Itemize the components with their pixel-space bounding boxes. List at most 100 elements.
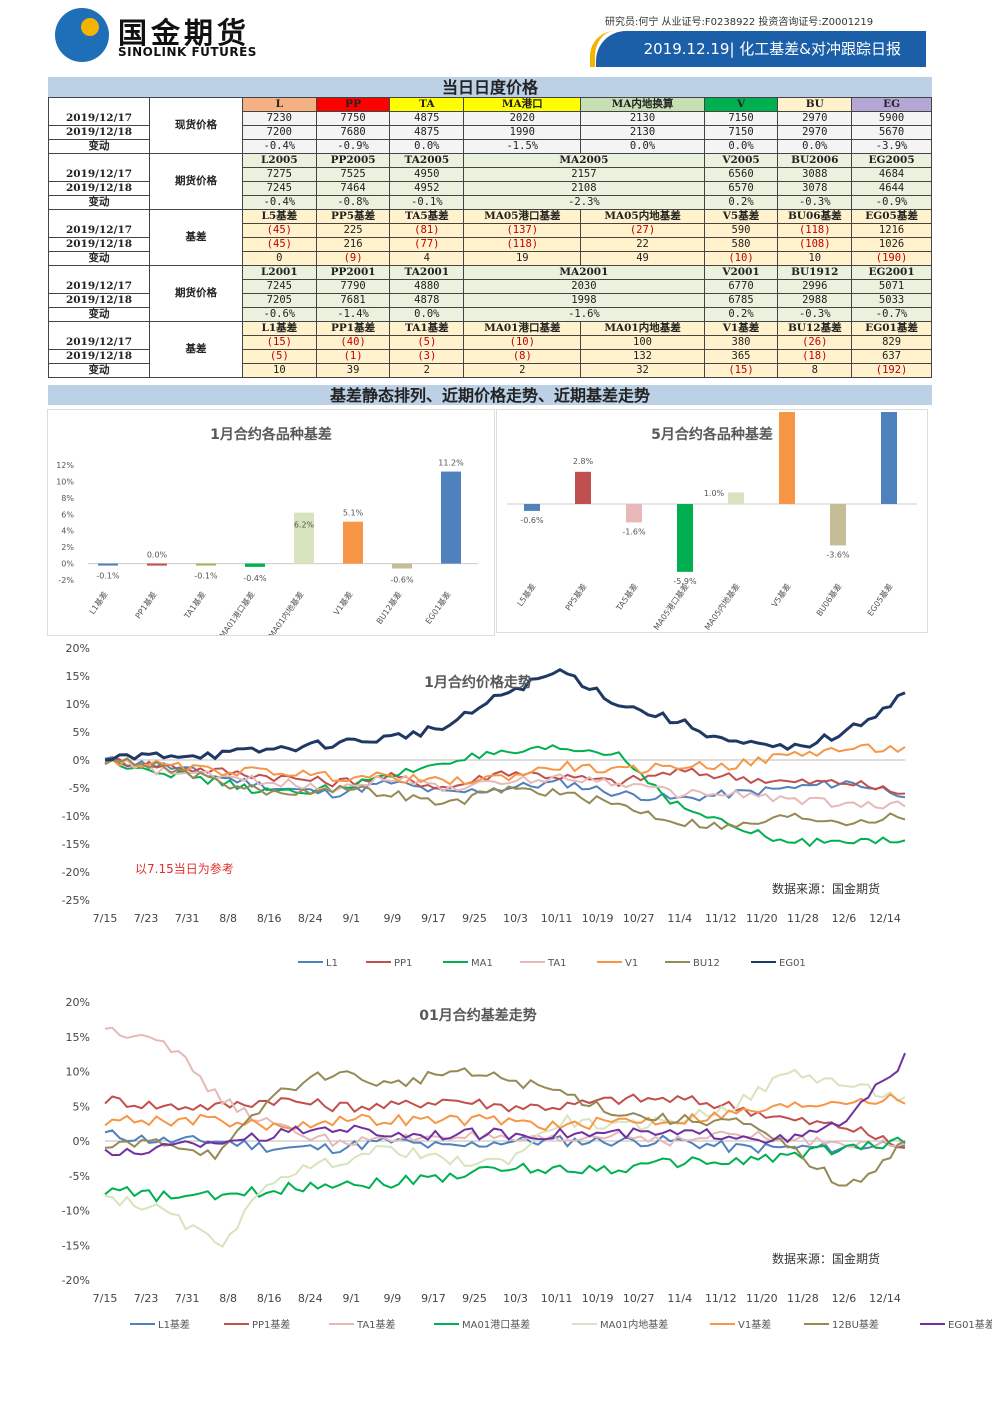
table-header-cell: V2005 [703,153,779,168]
table-cell: 32 [580,363,705,378]
bar-value-label: -3.6% [826,550,850,559]
x-tick-label: 9/1 [342,912,360,925]
bar-value-label: -0.4% [243,574,267,583]
table-header-cell: MA05港口基差 [463,209,582,224]
table-cell: -1.5% [463,139,582,154]
table-header-cell: TA2001 [389,265,465,280]
data-source: 数据来源：国金期货 [772,881,880,896]
x-tick-label: 10/27 [623,1292,655,1305]
table-cell: (5) [389,335,465,350]
table-cell: (26) [777,335,853,350]
table-header-cell: EG01基差 [851,321,932,336]
x-category-label: L5基差 [515,581,538,608]
x-tick-label: 9/25 [462,1292,487,1305]
x-tick-label: 10/3 [503,1292,528,1305]
series-line [104,756,906,795]
table-date-cell: 变动 [47,363,151,378]
table-date-cell: 2019/12/18 [47,181,151,196]
y-tick-label: 15% [66,1031,90,1044]
x-tick-label: 8/24 [298,912,323,925]
table-date-cell: 2019/12/18 [47,125,151,140]
table-row: 2019/12/18 (5) (1) (3) (8) 132 365 (18) 637 [47,349,932,364]
series-line [104,1067,906,1187]
x-tick-label: 9/9 [384,1292,402,1305]
series-line [104,1052,906,1157]
table-header-cell: PP1基差 [315,321,391,336]
series-line [104,1068,906,1248]
table-cell: 4 [389,251,465,266]
x-tick-label: 11/12 [705,912,737,925]
table-cell: 2020 [463,111,582,126]
bar [728,492,744,504]
table-header-row: 期货价格 L2001 PP2001 TA2001 MA2001 V2001 BU1912 EG… [47,265,932,322]
table-row: 2019/12/17 (45) 225 (81) (137) (27) 590 (118) 12… [47,223,932,238]
bar [575,471,591,504]
x-tick-label: 11/4 [667,912,692,925]
chart-title: 01月合约基差走势 [419,1007,536,1024]
bar-chart-jan: 12% 10% 8% 6% 4% 2% 0% -2% -0.1% L1基差 0.0% PP1基差 -0.… [56,459,478,635]
series-line [104,1093,906,1149]
series-line [104,1026,906,1149]
table-cell: -0.3% [777,195,853,210]
table-date-cell: 2019/12/18 [47,237,151,252]
table-row: 变动 -0.4% -0.8% -0.1% -2.3% 0.2% -0.3% -0.9% [47,195,932,210]
x-tick-label: 8/24 [298,1292,323,1305]
table-block-label: 期货价格 [149,153,243,210]
table-cell: 365 [703,349,779,364]
bar [147,563,167,566]
x-tick-label: 11/20 [746,1292,778,1305]
table-header-cell: MA05内地基差 [580,209,705,224]
table-cell: 3078 [777,181,853,196]
bar [245,563,265,567]
table-row: 变动 10 39 2 2 32 (15) 8 (192) [47,363,932,378]
table-cell: 829 [851,335,932,350]
table-row: 2019/12/17 7230 7750 4875 2020 2130 7150 2970 59… [47,111,932,126]
x-tick-label: 10/3 [503,912,528,925]
table-row: 变动 0 (9) 4 19 49 (10) 10 (190) [47,251,932,266]
table-header-cell: EG2001 [851,265,932,280]
table-header-cell: PP2005 [315,153,391,168]
table-cell: 4950 [389,167,465,182]
table-cell: 5071 [851,279,932,294]
table-cell: 7750 [315,111,391,126]
table-cell: 39 [315,363,391,378]
y-tick-label: 20% [66,642,90,655]
table-cell: (192) [851,363,932,378]
x-category-label: PP1基差 [133,589,159,620]
table-row: 2019/12/17 7245 7790 4880 2030 6770 2996 5071 [47,279,932,294]
table-cell: (18) [777,349,853,364]
legend-entry: MA01港口基差 [462,1318,530,1331]
bar-value-label: 0.0% [147,551,168,560]
table-cell: 4644 [851,181,932,196]
x-category-label: EG01基差 [423,589,453,625]
y-tick-label: 0% [73,754,90,767]
table-cell: 22 [580,237,705,252]
table-cell: 2988 [777,293,853,308]
table-cell: -0.8% [315,195,391,210]
x-category-label: TA5基差 [613,581,639,613]
table-header-row: 基差 L5基差 PP5基差 TA5基差 MA05港口基差 MA05内地基差 V5基差 BU06… [47,209,932,266]
table-header-cell: PP2001 [315,265,391,280]
x-tick-label: 7/23 [134,912,159,925]
y-tick-label: -10% [62,810,90,823]
x-category-label: EG05基差 [865,581,895,617]
table-cell: (108) [777,237,853,252]
table-cell: (118) [463,237,582,252]
table-cell: 2130 [580,125,705,140]
x-category-label: L1基差 [87,589,110,616]
y-tick-label: 0% [61,560,74,569]
x-tick-label: 9/17 [421,912,446,925]
table-cell: 590 [703,223,779,238]
x-tick-label: 11/20 [746,912,778,925]
table-cell: -0.4% [241,195,317,210]
table-cell: 49 [580,251,705,266]
table-cell: 1998 [463,293,705,308]
table-cell: -3.9% [851,139,932,154]
table-header-cell: MA01港口基差 [463,321,582,336]
bar-chart-jan-title: 1月合约各品种基差 [210,427,332,443]
price-table: 现货价格 L PP TA MA港口 MA内地换算 V BU EG 2019/12/17 7230 77… [47,97,932,378]
table-cell: 6570 [703,181,779,196]
table-cell: 2 [463,363,582,378]
bar-value-label: -0.1% [194,571,218,580]
y-tick-label: -15% [62,838,90,851]
